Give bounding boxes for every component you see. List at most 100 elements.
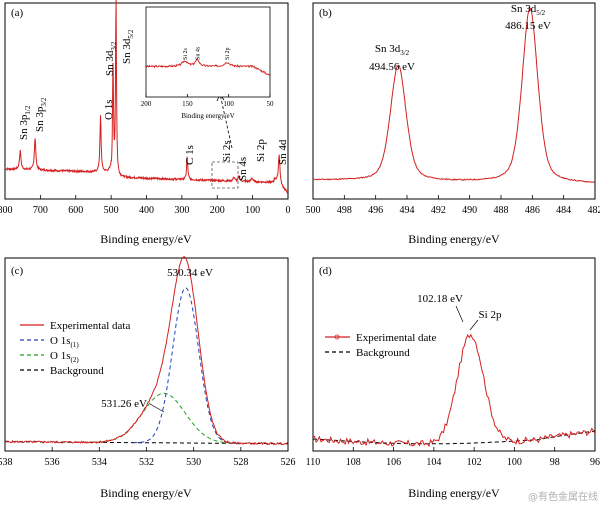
panel-c-annotation-531: 531.26 eV xyxy=(101,398,147,410)
panel-c-annotation-leader xyxy=(149,403,165,413)
panel-d-label: (d) xyxy=(319,265,332,277)
legend-background-label: Background xyxy=(50,365,104,377)
panel-d-annotation-leader-2 xyxy=(469,319,479,331)
peak-value-label: 486.15 eV xyxy=(505,20,551,32)
panel-c-frame xyxy=(4,257,289,452)
x-tick-label: 108 xyxy=(346,457,361,468)
panel-c-legend: Experimental data O 1s(1) O 1s(2) Backgr… xyxy=(20,320,130,377)
legend-d-background-label: Background xyxy=(356,347,410,359)
x-tick-label: 536 xyxy=(45,457,60,468)
panel-b-label: (b) xyxy=(319,7,332,19)
x-tick-label: 490 xyxy=(462,205,477,216)
panel-c: (c) 538 536 534 532 530 528 526 Binding energy… xyxy=(0,256,296,500)
peak-label: Sn 4d xyxy=(277,139,289,165)
legend-o1s1-label: O 1s(1) xyxy=(50,335,79,349)
panel-b-peak-labels: Sn 3d3/2 494.56 eV Sn 3d5/2 486.15 eV xyxy=(369,3,551,73)
x-tick-label: 96 xyxy=(590,457,600,468)
panel-a: (a) 800 700 600 500 400 300 200 100 0 Binding en… xyxy=(0,0,291,246)
panel-a-spectrum xyxy=(4,0,289,194)
x-tick-label: 532 xyxy=(139,457,154,468)
x-tick-label: 528 xyxy=(233,457,248,468)
peak-value-label: 494.56 eV xyxy=(369,61,415,73)
x-tick-label: 494 xyxy=(400,205,415,216)
inset-x-label: Binding energy/eV xyxy=(181,112,234,120)
panel-d-experimental-curve xyxy=(312,333,596,448)
x-tick-label: 800 xyxy=(0,205,13,216)
x-tick-label: 50 xyxy=(267,100,275,108)
watermark: @有色金属在线 xyxy=(528,490,598,503)
x-tick-label: 492 xyxy=(431,205,446,216)
panel-c-o1s1-curve xyxy=(133,287,241,444)
panel-a-zoom-box xyxy=(211,161,239,189)
legend-o1s2-label: O 1s(2) xyxy=(50,350,79,364)
x-tick-label: 600 xyxy=(68,205,83,216)
panel-d-legend: Experimental date Background xyxy=(325,332,436,359)
panel-a-zoom-arrow xyxy=(219,93,233,149)
x-tick-label: 104 xyxy=(426,457,441,468)
peak-label: Sn 3d5/2 xyxy=(121,29,135,64)
legend-d-experimental-label: Experimental date xyxy=(356,332,436,344)
panel-d-annotation-leader-1 xyxy=(455,305,464,323)
x-tick-label: 498 xyxy=(337,205,352,216)
peak-label: Si 2s xyxy=(221,140,233,162)
panel-d-annotation-name: Si 2p xyxy=(479,309,502,321)
panel-b: (b) 500 498 496 494 492 490 488 486 484 482 Bindi… xyxy=(306,2,600,246)
inset-peak-label: Sn 4s xyxy=(195,46,201,60)
peak-name-label: Sn 3d3/2 xyxy=(375,43,410,57)
x-tick-label: 300 xyxy=(174,205,189,216)
panel-c-x-ticks: 538 536 534 532 530 528 526 xyxy=(0,447,296,468)
panel-d-x-label: Binding energy/eV xyxy=(408,486,500,500)
x-tick-label: 500 xyxy=(306,205,321,216)
peak-label: Sn 3p1/2 xyxy=(18,105,32,140)
x-tick-label: 530 xyxy=(186,457,201,468)
inset-peak-label: Si 2p xyxy=(225,47,231,60)
x-tick-label: 0 xyxy=(286,205,291,216)
x-tick-label: 484 xyxy=(556,205,571,216)
x-tick-label: 538 xyxy=(0,457,13,468)
x-tick-label: 100 xyxy=(507,457,522,468)
inset-spectrum xyxy=(145,58,270,76)
panel-d-frame xyxy=(312,257,596,452)
panel-b-spectrum xyxy=(312,7,595,183)
panel-b-x-label: Binding energy/eV xyxy=(408,232,500,246)
panel-a-inset: 200 150 100 50 Binding energy/eV Si 2s Sn 4s… xyxy=(141,6,274,120)
inset-x-ticks: 200 150 100 50 xyxy=(141,94,274,108)
x-tick-label: 486 xyxy=(525,205,540,216)
panel-d: (d) 110 108 106 104 102 100 98 96 Binding energ… xyxy=(306,257,600,500)
legend-d-experimental-marker xyxy=(334,334,340,340)
x-tick-label: 526 xyxy=(281,457,296,468)
inset-peak-label: Si 2s xyxy=(183,47,189,60)
x-tick-label: 488 xyxy=(494,205,509,216)
x-tick-label: 100 xyxy=(223,100,234,108)
peak-label: O 1s xyxy=(103,100,115,120)
panel-c-experimental-curve xyxy=(4,256,289,446)
peak-label: C 1s xyxy=(184,145,196,165)
inset-peak-labels: Si 2s Sn 4s Si 2p xyxy=(183,46,231,60)
x-tick-label: 500 xyxy=(104,205,119,216)
x-tick-label: 482 xyxy=(588,205,600,216)
x-tick-label: 98 xyxy=(550,457,560,468)
x-tick-label: 110 xyxy=(306,457,321,468)
panel-b-frame xyxy=(312,2,596,200)
panel-d-background-curve xyxy=(312,430,596,445)
panel-b-x-ticks: 500 498 496 494 492 490 488 486 484 482 xyxy=(306,195,600,216)
x-tick-label: 400 xyxy=(139,205,154,216)
peak-name-label: Sn 3d5/2 xyxy=(511,3,546,17)
peak-label: Sn 3p3/2 xyxy=(34,97,48,132)
x-tick-label: 200 xyxy=(210,205,225,216)
x-tick-label: 700 xyxy=(33,205,48,216)
x-tick-label: 496 xyxy=(368,205,383,216)
panel-c-label: (c) xyxy=(11,265,24,277)
panel-a-x-label: Binding energy/eV xyxy=(100,232,192,246)
panel-c-annotation-530: 530.34 eV xyxy=(167,267,213,279)
peak-label: Sn 3d3/2 xyxy=(104,41,118,76)
x-tick-label: 534 xyxy=(92,457,107,468)
inset-frame xyxy=(145,6,271,98)
x-tick-label: 150 xyxy=(182,100,193,108)
x-tick-label: 106 xyxy=(386,457,401,468)
peak-label: Si 2p xyxy=(255,139,267,162)
legend-experimental-label: Experimental data xyxy=(50,320,130,332)
panel-d-x-ticks: 110 108 106 104 102 100 98 96 xyxy=(306,447,600,468)
panel-a-x-ticks: 800 700 600 500 400 300 200 100 0 xyxy=(0,195,291,216)
panel-a-peak-labels: Sn 3p1/2 Sn 3p3/2 O 1s Sn 3d3/2 Sn 3d5/2 C 1s… xyxy=(18,29,289,181)
